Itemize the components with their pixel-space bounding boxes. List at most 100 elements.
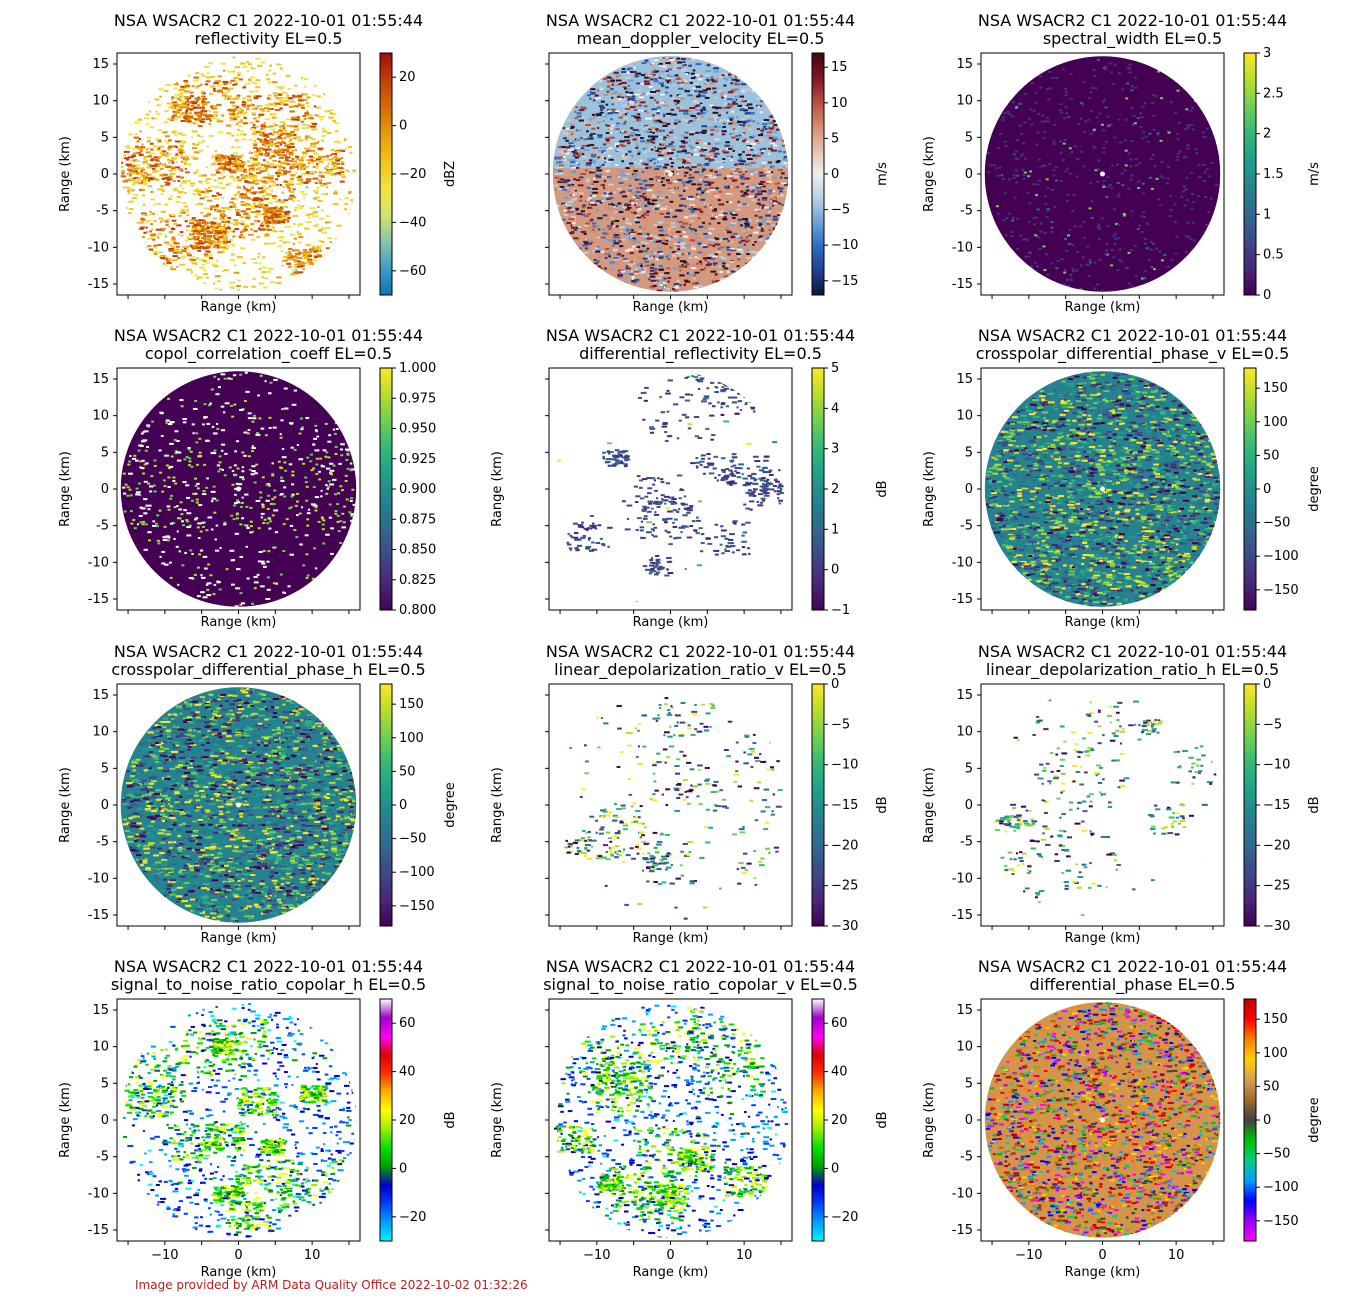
- y-axis-label: Range (km): [490, 767, 505, 843]
- y-tick-label: -10: [88, 240, 109, 255]
- y-tick-label: -15: [88, 908, 109, 923]
- radar-center-marker: [236, 171, 241, 177]
- footer-credit: Image provided by ARM Data Quality Offic…: [135, 1278, 528, 1292]
- y-tick-label: 10: [956, 1040, 973, 1055]
- colorbar: [811, 998, 825, 1242]
- y-tick-label: -15: [88, 1223, 109, 1238]
- colorbar-tick-label: 0.875: [399, 512, 436, 527]
- colorbar-tick-label: −20: [831, 1210, 858, 1225]
- x-axis-label: Range (km): [633, 931, 709, 946]
- colorbar-label: m/s: [1307, 162, 1322, 186]
- colorbar-tick-label: 5: [831, 361, 839, 376]
- chart-panel-12: NSA WSACR2 C1 2022-10-01 01:55:44differe…: [922, 957, 1322, 1280]
- y-axis-label: Range (km): [922, 451, 937, 527]
- chart-subtitle: crosspolar_differential_phase_v EL=0.5: [976, 344, 1290, 364]
- colorbar-tick-label: 50: [1263, 448, 1280, 463]
- colorbar: [811, 52, 825, 296]
- colorbar-tick-label: 1.000: [399, 361, 436, 376]
- colorbar-tick-label: 10: [831, 96, 848, 111]
- chart-subtitle: linear_depolarization_ratio_h EL=0.5: [986, 660, 1279, 680]
- radar-field: [552, 1002, 789, 1238]
- colorbar-tick-label: −20: [399, 167, 426, 182]
- y-tick-label: 0: [101, 167, 109, 182]
- colorbar-tick-label: 0.950: [399, 422, 436, 437]
- y-tick-label: -15: [952, 1223, 973, 1238]
- colorbar-tick-label: 0.975: [399, 391, 436, 406]
- colorbar-tick-label: −100: [1263, 1180, 1299, 1195]
- colorbar-label: dB: [875, 1111, 890, 1128]
- colorbar-tick-label: 2.5: [1263, 86, 1284, 101]
- colorbar-tick-label: 40: [399, 1065, 416, 1080]
- chart-panel-7: NSA WSACR2 C1 2022-10-01 01:55:44crosspo…: [58, 642, 458, 946]
- colorbar-tick-label: −40: [399, 215, 426, 230]
- colorbar-label: m/s: [875, 162, 890, 186]
- colorbar: [379, 367, 393, 611]
- y-tick-label: 10: [956, 409, 973, 424]
- chart-title: NSA WSACR2 C1 2022-10-01 01:55:44: [546, 642, 855, 661]
- chart-panel-11: NSA WSACR2 C1 2022-10-01 01:55:44signal_…: [490, 957, 890, 1280]
- chart-subtitle: spectral_width EL=0.5: [1043, 29, 1222, 49]
- y-tick-label: 15: [956, 57, 973, 72]
- colorbar-tick-label: −150: [1263, 583, 1299, 598]
- y-tick-label: -10: [952, 871, 973, 886]
- y-tick-label: 5: [965, 761, 973, 776]
- colorbar-tick-label: −50: [1263, 1147, 1290, 1162]
- radar-center-marker: [668, 486, 673, 492]
- y-tick-label: 15: [92, 372, 109, 387]
- radar-center-marker: [668, 171, 673, 177]
- chart-title: NSA WSACR2 C1 2022-10-01 01:55:44: [114, 11, 423, 30]
- chart-panel-4: NSA WSACR2 C1 2022-10-01 01:55:44copol_c…: [58, 326, 436, 630]
- y-tick-label: -10: [952, 555, 973, 570]
- chart-subtitle: differential_reflectivity EL=0.5: [579, 344, 822, 364]
- y-tick-label: 0: [965, 167, 973, 182]
- colorbar-label: degree: [1307, 466, 1322, 512]
- y-tick-label: 10: [92, 94, 109, 109]
- colorbar-tick-label: 60: [831, 1016, 848, 1031]
- y-tick-label: -5: [96, 1150, 109, 1165]
- colorbar-tick-label: 100: [1263, 1046, 1288, 1061]
- radar-center-marker: [1100, 171, 1105, 177]
- chart-panel-2: NSA WSACR2 C1 2022-10-01 01:55:44mean_do…: [545, 11, 890, 315]
- chart-title: NSA WSACR2 C1 2022-10-01 01:55:44: [114, 642, 423, 661]
- colorbar-tick-label: 0: [399, 798, 407, 813]
- colorbar: [379, 998, 393, 1242]
- y-tick-label: 0: [965, 1113, 973, 1128]
- colorbar: [1243, 52, 1257, 296]
- radar-field: [984, 371, 1221, 607]
- y-axis-label: Range (km): [490, 451, 505, 527]
- x-axis-label: Range (km): [1065, 300, 1141, 315]
- radar-field: [986, 689, 1221, 922]
- radar-center-marker: [1100, 1117, 1105, 1123]
- chart-subtitle: copol_correlation_coeff EL=0.5: [145, 344, 392, 364]
- colorbar-label: degree: [1307, 1097, 1322, 1143]
- y-tick-label: 5: [101, 1076, 109, 1091]
- colorbar-tick-label: −100: [399, 865, 435, 880]
- colorbar-tick-label: −150: [399, 899, 435, 914]
- colorbar-tick-label: 0.900: [399, 482, 436, 497]
- y-tick-label: -10: [88, 555, 109, 570]
- chart-title: NSA WSACR2 C1 2022-10-01 01:55:44: [978, 326, 1287, 345]
- colorbar-label: dBZ: [443, 161, 458, 187]
- colorbar-tick-label: 1: [831, 522, 839, 537]
- y-tick-label: -15: [952, 592, 973, 607]
- colorbar-tick-label: −30: [1263, 919, 1290, 934]
- colorbar-tick-label: 0.825: [399, 573, 436, 588]
- colorbar-tick-label: 0: [1263, 288, 1271, 303]
- y-tick-label: -10: [88, 871, 109, 886]
- colorbar-tick-label: −50: [399, 832, 426, 847]
- y-tick-label: -15: [952, 908, 973, 923]
- radar-field: [120, 1002, 357, 1238]
- radar-center-marker: [1100, 802, 1105, 808]
- colorbar: [1243, 367, 1257, 611]
- radar-center-marker: [1100, 486, 1105, 492]
- radar-center-marker: [668, 1117, 673, 1123]
- y-tick-label: 5: [965, 1076, 973, 1091]
- chart-panel-6: NSA WSACR2 C1 2022-10-01 01:55:44crosspo…: [922, 326, 1322, 630]
- x-tick-label: −10: [583, 1248, 610, 1263]
- y-tick-label: -10: [952, 240, 973, 255]
- y-tick-label: 15: [92, 688, 109, 703]
- y-tick-label: -5: [96, 204, 109, 219]
- colorbar-tick-label: 50: [1263, 1079, 1280, 1094]
- colorbar-tick-label: 150: [1263, 1012, 1288, 1027]
